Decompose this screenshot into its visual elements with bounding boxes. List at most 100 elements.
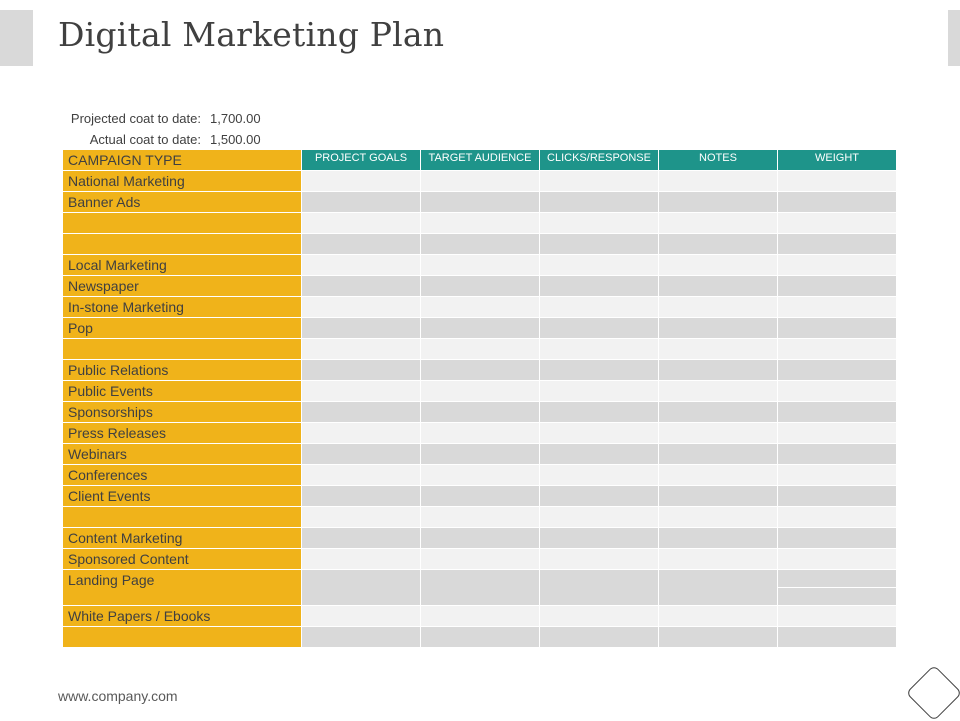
table-cell[interactable] bbox=[301, 317, 421, 339]
table-cell[interactable] bbox=[777, 548, 897, 570]
table-cell[interactable] bbox=[420, 485, 540, 507]
table-cell[interactable] bbox=[420, 527, 540, 549]
table-cell[interactable] bbox=[539, 401, 659, 423]
table-cell[interactable] bbox=[777, 605, 897, 627]
table-cell[interactable] bbox=[420, 191, 540, 213]
table-cell[interactable] bbox=[777, 464, 897, 486]
table-cell[interactable] bbox=[539, 485, 659, 507]
table-cell[interactable] bbox=[420, 569, 540, 606]
table-cell[interactable] bbox=[420, 233, 540, 255]
table-cell[interactable] bbox=[301, 254, 421, 276]
table-cell[interactable] bbox=[777, 191, 897, 213]
table-cell[interactable] bbox=[658, 422, 778, 444]
table-cell[interactable] bbox=[420, 212, 540, 234]
table-cell[interactable] bbox=[658, 548, 778, 570]
table-cell[interactable] bbox=[777, 254, 897, 276]
table-cell[interactable] bbox=[301, 212, 421, 234]
table-cell[interactable] bbox=[420, 359, 540, 381]
table-cell[interactable] bbox=[539, 212, 659, 234]
table-cell[interactable] bbox=[420, 380, 540, 402]
table-cell[interactable] bbox=[777, 443, 897, 465]
table-cell[interactable] bbox=[777, 569, 897, 606]
table-cell[interactable] bbox=[658, 275, 778, 297]
table-cell[interactable] bbox=[777, 233, 897, 255]
table-cell[interactable] bbox=[539, 296, 659, 318]
table-cell[interactable] bbox=[420, 401, 540, 423]
table-cell[interactable] bbox=[658, 464, 778, 486]
table-cell[interactable] bbox=[539, 569, 659, 606]
table-cell[interactable] bbox=[777, 212, 897, 234]
table-cell[interactable] bbox=[539, 380, 659, 402]
table-cell[interactable] bbox=[301, 443, 421, 465]
table-cell[interactable] bbox=[420, 275, 540, 297]
table-cell[interactable] bbox=[539, 338, 659, 360]
table-cell[interactable] bbox=[420, 317, 540, 339]
table-cell[interactable] bbox=[301, 626, 421, 648]
table-cell[interactable] bbox=[658, 170, 778, 192]
table-cell[interactable] bbox=[301, 338, 421, 360]
table-cell[interactable] bbox=[420, 170, 540, 192]
table-cell[interactable] bbox=[539, 548, 659, 570]
table-cell[interactable] bbox=[420, 296, 540, 318]
table-cell[interactable] bbox=[777, 506, 897, 528]
table-cell[interactable] bbox=[777, 380, 897, 402]
table-cell[interactable] bbox=[539, 443, 659, 465]
table-cell[interactable] bbox=[658, 401, 778, 423]
table-cell[interactable] bbox=[420, 548, 540, 570]
table-cell[interactable] bbox=[658, 191, 778, 213]
table-cell[interactable] bbox=[777, 338, 897, 360]
table-cell[interactable] bbox=[301, 506, 421, 528]
table-cell[interactable] bbox=[777, 275, 897, 297]
table-cell[interactable] bbox=[301, 191, 421, 213]
table-cell[interactable] bbox=[420, 254, 540, 276]
table-cell[interactable] bbox=[658, 527, 778, 549]
table-cell[interactable] bbox=[301, 464, 421, 486]
table-cell[interactable] bbox=[539, 191, 659, 213]
table-cell[interactable] bbox=[420, 506, 540, 528]
table-cell[interactable] bbox=[539, 275, 659, 297]
table-cell[interactable] bbox=[658, 359, 778, 381]
table-cell[interactable] bbox=[301, 359, 421, 381]
table-cell[interactable] bbox=[420, 338, 540, 360]
table-cell[interactable] bbox=[777, 527, 897, 549]
table-cell[interactable] bbox=[539, 626, 659, 648]
table-cell[interactable] bbox=[539, 233, 659, 255]
table-cell[interactable] bbox=[658, 569, 778, 606]
table-cell[interactable] bbox=[301, 569, 421, 606]
table-cell[interactable] bbox=[539, 527, 659, 549]
table-cell[interactable] bbox=[658, 485, 778, 507]
table-cell[interactable] bbox=[658, 443, 778, 465]
weight-subcell[interactable] bbox=[778, 570, 896, 587]
table-cell[interactable] bbox=[301, 380, 421, 402]
table-cell[interactable] bbox=[539, 359, 659, 381]
table-cell[interactable] bbox=[658, 317, 778, 339]
table-cell[interactable] bbox=[658, 506, 778, 528]
table-cell[interactable] bbox=[777, 401, 897, 423]
table-cell[interactable] bbox=[301, 422, 421, 444]
table-cell[interactable] bbox=[539, 254, 659, 276]
table-cell[interactable] bbox=[301, 401, 421, 423]
table-cell[interactable] bbox=[539, 170, 659, 192]
table-cell[interactable] bbox=[658, 605, 778, 627]
table-cell[interactable] bbox=[420, 464, 540, 486]
table-cell[interactable] bbox=[777, 170, 897, 192]
table-cell[interactable] bbox=[539, 317, 659, 339]
table-cell[interactable] bbox=[301, 296, 421, 318]
table-cell[interactable] bbox=[301, 548, 421, 570]
table-cell[interactable] bbox=[301, 605, 421, 627]
table-cell[interactable] bbox=[420, 422, 540, 444]
table-cell[interactable] bbox=[420, 443, 540, 465]
table-cell[interactable] bbox=[658, 296, 778, 318]
table-cell[interactable] bbox=[658, 212, 778, 234]
table-cell[interactable] bbox=[777, 422, 897, 444]
table-cell[interactable] bbox=[539, 506, 659, 528]
table-cell[interactable] bbox=[539, 605, 659, 627]
table-cell[interactable] bbox=[658, 338, 778, 360]
table-cell[interactable] bbox=[420, 605, 540, 627]
table-cell[interactable] bbox=[301, 233, 421, 255]
table-cell[interactable] bbox=[777, 296, 897, 318]
table-cell[interactable] bbox=[539, 464, 659, 486]
weight-subcell[interactable] bbox=[778, 587, 896, 605]
table-cell[interactable] bbox=[420, 626, 540, 648]
table-cell[interactable] bbox=[658, 233, 778, 255]
